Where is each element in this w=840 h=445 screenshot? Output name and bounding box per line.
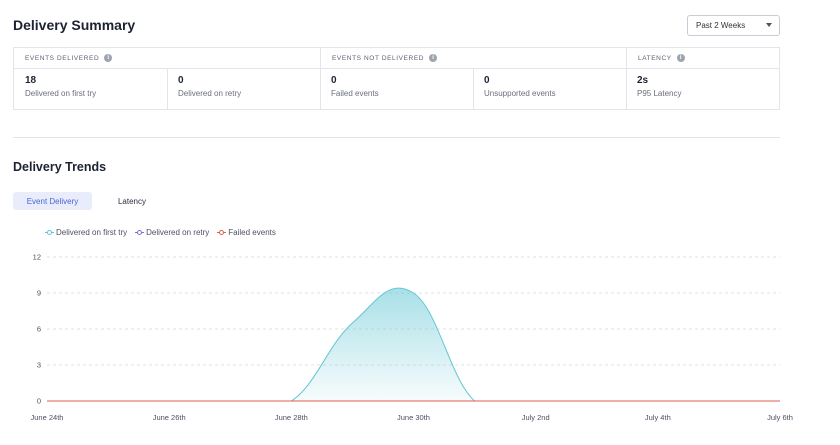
- group-divider: [320, 48, 321, 110]
- section-divider: [13, 137, 780, 138]
- legend-label: Delivered on retry: [146, 228, 210, 237]
- tab-latency[interactable]: Latency: [117, 196, 147, 206]
- metric-label: P95 Latency: [637, 89, 682, 98]
- group-header-label: EVENTS NOT DELIVERED: [332, 54, 425, 62]
- x-tick-label: July 2nd: [522, 413, 550, 422]
- delivery-summary-panel: EVENTS DELIVERED i EVENTS NOT DELIVERED …: [13, 47, 780, 110]
- metric-p95-latency: 2s P95 Latency: [637, 75, 681, 98]
- group-divider: [626, 48, 627, 110]
- metric-label: Delivered on first try: [25, 89, 97, 98]
- delivery-trends-chart: 0 3 6 9 12 June 24th June 26th June 28th June 30…: [31, 253, 793, 423]
- metric-value: 0: [178, 75, 184, 86]
- tab-event-delivery[interactable]: Event Delivery: [13, 192, 92, 210]
- x-tick-label: June 24th: [31, 413, 64, 422]
- metric-value: 0: [331, 75, 337, 86]
- metric-value: 0: [484, 75, 490, 86]
- legend-item-retry[interactable]: Delivered on retry: [135, 228, 209, 237]
- x-tick-label: July 6th: [767, 413, 793, 422]
- cell-divider: [473, 69, 474, 110]
- y-tick-label: 0: [37, 397, 41, 406]
- group-header-events-delivered: EVENTS DELIVERED i: [14, 48, 321, 69]
- y-tick-label: 3: [37, 361, 41, 370]
- x-tick-label: June 30th: [397, 413, 430, 422]
- legend-marker-icon: [135, 229, 145, 237]
- metric-label: Failed events: [331, 89, 379, 98]
- info-icon[interactable]: i: [676, 54, 685, 62]
- metric-delivered-retry: 0 Delivered on retry: [178, 75, 241, 98]
- series-first-try-area: [47, 288, 780, 401]
- x-tick-label: July 4th: [645, 413, 671, 422]
- y-tick-label: 9: [37, 289, 41, 298]
- chart-legend: Delivered on first try Delivered on retr…: [45, 228, 276, 237]
- group-header-latency: LATENCY i: [627, 48, 780, 69]
- legend-marker-icon: [45, 229, 54, 237]
- legend-item-first-try[interactable]: Delivered on first try: [45, 228, 127, 237]
- page-title: Delivery Summary: [13, 17, 136, 33]
- metric-unsupported-events: 0 Unsupported events: [484, 75, 556, 98]
- legend-label: Failed events: [228, 228, 276, 237]
- x-tick-label: June 26th: [153, 413, 186, 422]
- metric-value: 18: [25, 75, 37, 86]
- y-tick-label: 6: [37, 325, 41, 334]
- group-header-label: EVENTS DELIVERED: [25, 54, 100, 62]
- cell-divider: [167, 69, 168, 110]
- group-header-label: LATENCY: [638, 54, 672, 62]
- metric-label: Delivered on retry: [178, 89, 242, 98]
- metric-label: Unsupported events: [484, 89, 556, 98]
- metric-delivered-first-try: 18 Delivered on first try: [25, 75, 96, 98]
- legend-item-failed[interactable]: Failed events: [217, 228, 276, 237]
- y-tick-label: 12: [33, 253, 41, 262]
- legend-label: Delivered on first try: [56, 228, 128, 237]
- date-range-value: Past 2 Weeks: [696, 21, 746, 30]
- info-icon[interactable]: i: [429, 54, 438, 62]
- caret-down-icon: [766, 23, 772, 27]
- metric-failed-events: 0 Failed events: [331, 75, 379, 98]
- group-header-events-not-delivered: EVENTS NOT DELIVERED i: [321, 48, 627, 69]
- date-range-select[interactable]: Past 2 Weeks: [687, 15, 780, 36]
- x-tick-label: June 28th: [275, 413, 308, 422]
- metric-value: 2s: [637, 75, 649, 86]
- legend-marker-icon: [217, 229, 227, 237]
- trends-title: Delivery Trends: [13, 160, 107, 174]
- info-icon[interactable]: i: [104, 54, 113, 62]
